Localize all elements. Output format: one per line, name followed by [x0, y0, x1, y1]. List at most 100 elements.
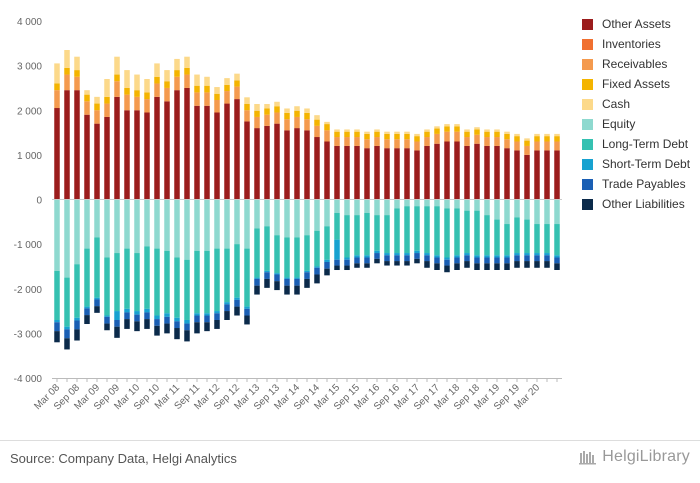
bar-segment: [274, 274, 280, 282]
bar-segment: [84, 248, 90, 307]
bar-segment: [74, 317, 80, 321]
bar-segment: [384, 253, 390, 256]
bar-segment: [134, 90, 140, 97]
bar-segment: [444, 141, 450, 200]
bar-segment: [384, 133, 390, 140]
bar-segment: [274, 112, 280, 124]
bar-segment: [124, 248, 130, 309]
bar-segment: [524, 138, 530, 141]
bar-segment: [174, 257, 180, 318]
bar-segment: [554, 263, 560, 270]
brand-logo: HelgiLibrary: [579, 448, 690, 466]
bar-segment: [374, 129, 380, 132]
bar-segment: [324, 259, 330, 262]
bar-segment: [464, 255, 470, 262]
bar-segment: [174, 199, 180, 258]
bar-segment: [294, 277, 300, 279]
bar-segment: [384, 261, 390, 266]
chart: 4 000 3 000 2 000 1 000 0 -1 000 -2 000 -3 000 -…: [14, 17, 562, 413]
bar-segment: [234, 80, 240, 87]
bar-segment: [394, 139, 400, 149]
bar-segment: [424, 261, 430, 268]
bar-segment: [474, 210, 480, 256]
legend-item: Fixed Assets: [582, 74, 690, 94]
bar-segment: [124, 312, 130, 320]
bar-segment: [164, 323, 170, 334]
bar-segment: [304, 235, 310, 271]
bar-segment: [194, 85, 200, 93]
bar-segment: [414, 253, 420, 259]
bar-segment: [214, 248, 220, 312]
bar-segment: [514, 255, 520, 262]
bar-segment: [354, 137, 360, 146]
bar-segment: [384, 255, 390, 262]
bar-segment: [234, 73, 240, 81]
bar-segment: [224, 91, 230, 104]
bar-segment: [494, 199, 500, 220]
bar-segment: [494, 219, 500, 256]
bar-segment: [444, 257, 450, 260]
bar-segment: [364, 148, 370, 200]
bar-segment: [314, 266, 320, 268]
bar-segment: [334, 199, 340, 213]
bar-segment: [174, 317, 180, 322]
bar-segment: [54, 83, 60, 91]
bar-segment: [164, 250, 170, 314]
y-tick-label: 3 000: [17, 62, 42, 73]
bar-segment: [474, 129, 480, 135]
bar-segment: [334, 259, 340, 266]
bar-segment: [54, 322, 60, 332]
bar-segment: [284, 199, 290, 238]
bar-segment: [474, 263, 480, 270]
bar-segment: [324, 261, 330, 269]
bar-segment: [534, 261, 540, 268]
legend-item: Short-Term Debt: [582, 154, 690, 174]
bar-segment: [94, 96, 100, 104]
bar-segment: [484, 263, 490, 270]
bar-segment: [544, 224, 550, 254]
bar-segment: [294, 237, 300, 278]
bar-segment: [324, 124, 330, 131]
legend-item: Other Assets: [582, 14, 690, 34]
bar-segment: [484, 215, 490, 256]
bar-segment: [64, 199, 70, 278]
bar-segment: [184, 87, 190, 200]
legend-label: Trade Payables: [602, 177, 686, 191]
bar-segment: [474, 127, 480, 130]
bar-segment: [54, 270, 60, 320]
bar-segment: [194, 105, 200, 200]
bar-segment: [344, 131, 350, 138]
legend-item: Other Liabilities: [582, 194, 690, 214]
bar-segment: [444, 265, 450, 273]
bar-segment: [464, 210, 470, 254]
bar-segment: [364, 263, 370, 268]
bar-segment: [494, 263, 500, 270]
bar-segment: [444, 124, 450, 127]
bar-segment: [204, 92, 210, 106]
bar-segment: [484, 131, 490, 138]
bar-segment: [474, 255, 480, 258]
bar-segment: [194, 313, 200, 316]
bar-segment: [524, 140, 530, 146]
bar-segment: [434, 263, 440, 270]
bar-segment: [424, 253, 430, 256]
bar-segment: [154, 63, 160, 77]
legend-swatch: [582, 198, 593, 210]
bar-segment: [214, 99, 220, 113]
bar-segment: [524, 255, 530, 262]
bar-segment: [94, 199, 100, 238]
bar-segment: [494, 137, 500, 146]
bar-segment: [464, 145, 470, 200]
bar-segment: [254, 228, 260, 278]
bar-segment: [264, 199, 270, 227]
bar-segment: [94, 299, 100, 307]
bar-segment: [374, 258, 380, 264]
bar-segment: [214, 87, 220, 94]
bar-segment: [464, 129, 470, 132]
bar-segment: [244, 121, 250, 200]
bar-segment: [424, 137, 430, 146]
bar-segment: [494, 255, 500, 258]
bar-segment: [204, 85, 210, 93]
bar-segment: [74, 76, 80, 91]
bar-segment: [184, 56, 190, 68]
